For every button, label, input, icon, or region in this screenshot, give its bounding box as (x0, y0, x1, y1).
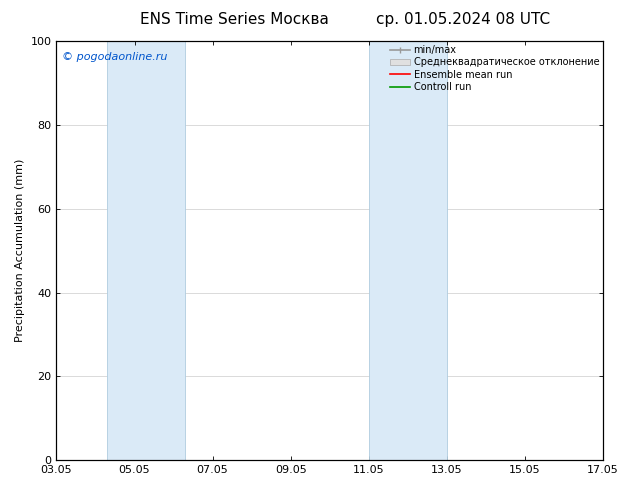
Text: ср. 01.05.2024 08 UTC: ср. 01.05.2024 08 UTC (376, 12, 550, 27)
Legend: min/max, Среднеквадратическое отклонение, Ensemble mean run, Controll run: min/max, Среднеквадратическое отклонение… (389, 43, 601, 94)
Bar (369, 41, 447, 460)
Y-axis label: Precipitation Accumulation (mm): Precipitation Accumulation (mm) (15, 159, 25, 343)
Bar (107, 41, 185, 460)
Text: ENS Time Series Москва: ENS Time Series Москва (140, 12, 329, 27)
Text: © pogodaonline.ru: © pogodaonline.ru (62, 51, 167, 62)
